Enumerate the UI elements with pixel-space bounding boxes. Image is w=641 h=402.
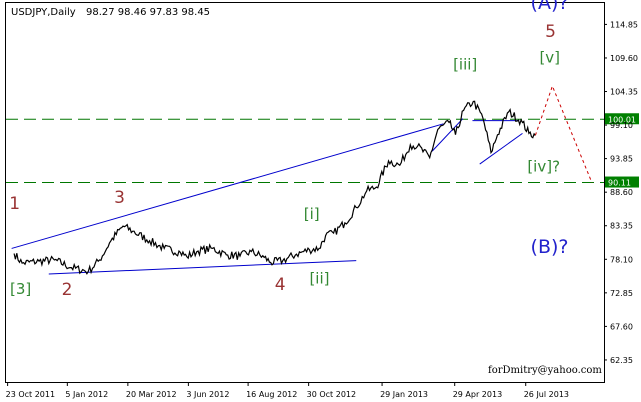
chart-header-ohlc: 98.27 98.46 97.83 98.45 <box>86 7 210 18</box>
y-tick-label-8: 72.85 <box>610 289 633 298</box>
chart-header-symbol: USDJPY,Daily <box>11 7 76 18</box>
wave-label-4: 4 <box>275 275 286 295</box>
x-tick-label-3: 3 Jun 2012 <box>186 390 229 399</box>
price-line <box>13 100 536 275</box>
y-tick-label-0: 114.85 <box>610 20 638 29</box>
level-lines: 100.01 90.11 <box>6 113 639 188</box>
wave-label-1: [3] <box>10 280 31 298</box>
y-tick-label-1: 109.60 <box>610 54 638 63</box>
price-series <box>13 100 536 275</box>
wave-annotations: 1 [3] 2 3 4 [i] [ii] [iii] 5 [v] [iv]? (A)? (B)? <box>9 0 568 300</box>
x-tick-label-7: 29 Apr 2013 <box>453 390 502 399</box>
level-box-0 <box>605 113 639 125</box>
y-tick-label-5: 88.60 <box>610 188 633 197</box>
forecast-path <box>534 84 593 183</box>
wave-label-10: [iv]? <box>527 158 560 176</box>
wave-label-5: [i] <box>304 205 320 223</box>
wave-label-3: 3 <box>114 188 125 208</box>
trend-lines <box>11 118 523 275</box>
wave-label-2: 2 <box>62 280 73 300</box>
y-tick-label-6: 83.35 <box>610 222 633 231</box>
y-tick-label-10: 62.35 <box>610 356 633 365</box>
trend-line-1 <box>48 260 357 275</box>
x-tick-label-8: 26 Jul 2013 <box>524 390 569 399</box>
y-tick-label-7: 78.10 <box>610 255 633 264</box>
y-tick-label-4: 93.85 <box>610 155 633 164</box>
x-tick-label-0: 23 Oct 2011 <box>6 390 55 399</box>
y-axis: 114.85 109.60 104.35 99.10 93.85 88.60 83.35 78… <box>604 20 638 365</box>
wave-label-6: [ii] <box>309 270 329 288</box>
wave-label-9: [v] <box>539 48 560 66</box>
x-axis: 23 Oct 2011 5 Jan 2012 20 Mar 2012 3 Jun 20… <box>6 382 569 399</box>
wave-label-12: (B)? <box>531 236 569 258</box>
trend-line-4 <box>479 132 523 165</box>
level-label-1: 90.11 <box>608 179 631 188</box>
level-label-0: 100.01 <box>608 115 636 124</box>
x-tick-label-2: 20 Mar 2012 <box>126 390 177 399</box>
trend-line-0 <box>11 123 444 249</box>
y-tick-label-9: 67.60 <box>610 322 633 331</box>
wave-label-8: 5 <box>545 22 556 42</box>
x-tick-label-5: 30 Oct 2012 <box>307 390 356 399</box>
wave-label-11: (A)? <box>531 0 569 14</box>
level-box-1 <box>605 176 639 188</box>
x-tick-label-4: 16 Aug 2012 <box>246 390 297 399</box>
forecast-line <box>534 84 593 183</box>
wave-label-0: 1 <box>9 194 20 214</box>
wave-label-7: [iii] <box>453 55 477 73</box>
x-tick-label-1: 5 Jan 2012 <box>65 390 108 399</box>
y-tick-label-3: 99.10 <box>610 121 633 130</box>
credit-text: forDmitry@yahoo.com <box>488 365 602 376</box>
x-tick-label-6: 29 Jan 2013 <box>380 390 428 399</box>
trend-line-2 <box>431 118 464 152</box>
y-tick-label-2: 104.35 <box>610 88 638 97</box>
